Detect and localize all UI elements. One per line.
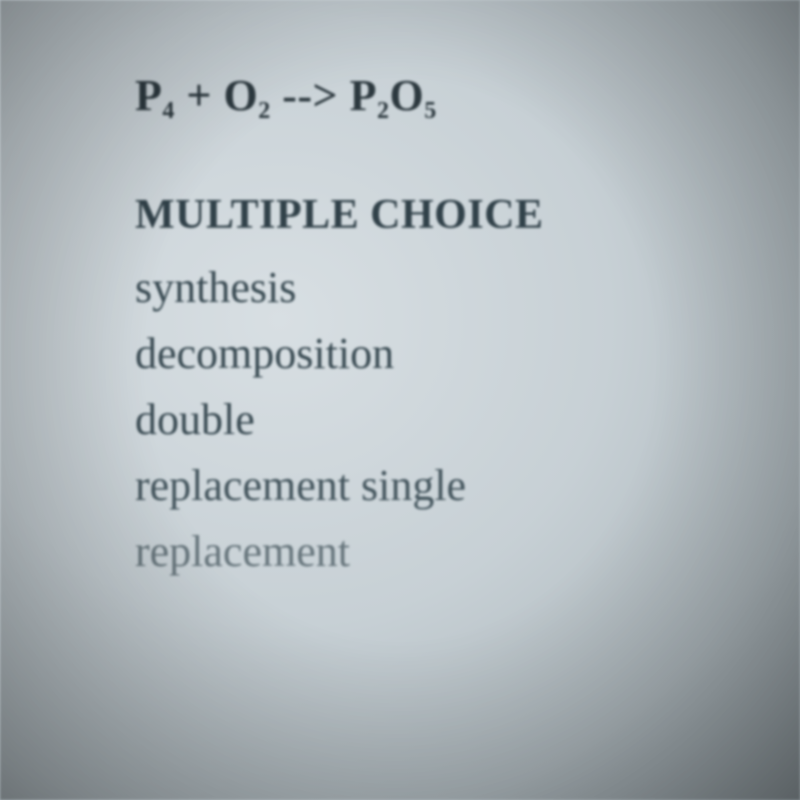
option-replacement-single[interactable]: replacement single	[135, 453, 695, 519]
product-sub-1: 2	[377, 98, 390, 124]
reaction-arrow: -->	[282, 71, 349, 120]
reactant-2-base: O	[223, 71, 258, 120]
option-decomposition[interactable]: decomposition	[135, 321, 695, 387]
reactant-2-sub: 2	[258, 98, 271, 124]
product-base-1: P	[350, 71, 377, 120]
multiple-choice-header: MULTIPLE CHOICE	[135, 191, 695, 239]
product-base-2: O	[389, 71, 424, 120]
option-double[interactable]: double	[135, 387, 695, 453]
option-replacement[interactable]: replacement	[135, 519, 695, 585]
question-content: P4 + O2 --> P2O5 MULTIPLE CHOICE synthes…	[135, 70, 695, 585]
reactant-1-sub: 4	[162, 98, 175, 124]
option-synthesis[interactable]: synthesis	[135, 255, 695, 321]
reactant-1-base: P	[135, 71, 162, 120]
plus-sign: +	[186, 71, 223, 120]
chemical-equation: P4 + O2 --> P2O5	[135, 70, 695, 121]
product-sub-2: 5	[424, 98, 437, 124]
